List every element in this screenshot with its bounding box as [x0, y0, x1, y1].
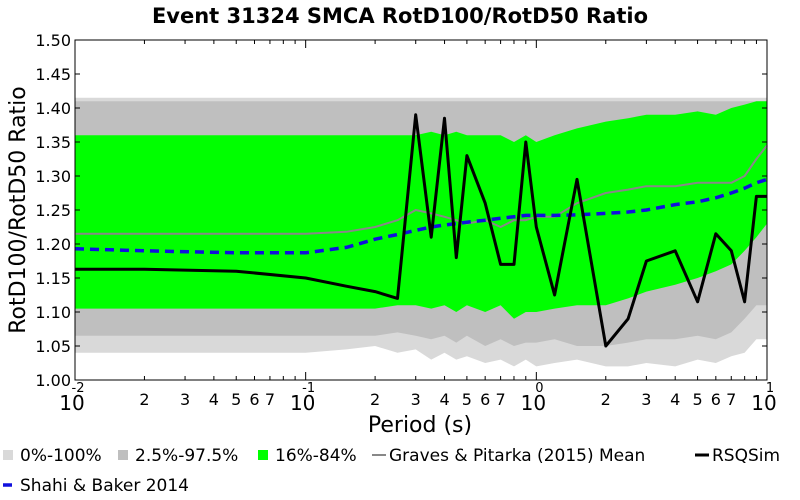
legend-item-2-5-97-5: 2.5%-97.5%	[118, 446, 238, 466]
x-minor-tick-label: 3	[180, 390, 190, 409]
band-16-84	[75, 101, 767, 319]
x-minor-tick-label: 5	[462, 390, 472, 409]
x-minor-tick-label: 5	[692, 390, 702, 409]
x-minor-tick-label: 4	[439, 390, 449, 409]
y-tick-label: 1.05	[35, 337, 71, 356]
series-graves-pitarka-2015-mean	[75, 144, 768, 235]
y-tick-label: 1.00	[35, 371, 71, 390]
x-minor-tick-label: 7	[726, 390, 736, 409]
y-tick-label: 1.35	[35, 133, 71, 152]
x-minor-tick-label: 2	[370, 390, 380, 409]
legend-item-rsqsim: RSQSim	[695, 446, 780, 466]
legend-swatch	[3, 450, 13, 460]
series-shahi-baker-2014	[74, 177, 768, 255]
legend-item-0-100: 0%-100%	[3, 446, 102, 466]
y-tick-label: 1.25	[35, 201, 71, 220]
chart-title: Event 31324 SMCA RotD100/RotD50 Ratio	[152, 4, 648, 28]
x-major-tick-exponent: 1	[766, 381, 774, 396]
legend-label: 16%-84%	[275, 446, 357, 466]
x-major-tick-label: 10	[290, 391, 315, 415]
x-minor-tick-label: 2	[139, 390, 149, 409]
y-tick-label: 1.10	[35, 303, 71, 322]
legend-swatch	[258, 450, 268, 460]
legend-label: 2.5%-97.5%	[135, 446, 238, 466]
y-ticks: 1.00 1.05 1.10 1.15 1.20 1.25 1.30 1.35 1.40 1.45…	[35, 31, 767, 390]
x-minor-tick-label: 5	[231, 390, 241, 409]
legend-label: Shahi & Baker 2014	[20, 476, 189, 496]
x-minor-tick-label: 4	[209, 390, 219, 409]
x-major-tick-label: 10	[59, 391, 84, 415]
x-minor-tick-label: 6	[249, 390, 259, 409]
lines	[74, 113, 768, 348]
x-minor-tick-label: 7	[265, 390, 275, 409]
x-minor-tick-label: 7	[496, 390, 506, 409]
legend-label: 0%-100%	[20, 446, 102, 466]
bands	[75, 97, 767, 367]
x-minor-tick-label: 3	[411, 390, 421, 409]
legend-label: Graves & Pitarka (2015) Mean	[389, 446, 645, 466]
legend-swatch	[118, 450, 128, 460]
x-major-tick-exponent: -1	[302, 381, 315, 396]
legend-item-shahi-baker-2014: Shahi & Baker 2014	[3, 476, 189, 496]
x-major-tick-exponent: -2	[72, 381, 85, 396]
y-axis-label: RotD100/RotD50 Ratio	[6, 86, 31, 334]
y-tick-label: 1.40	[35, 99, 71, 118]
y-tick-label: 1.50	[35, 31, 71, 50]
x-axis-label: Period (s)	[368, 413, 472, 438]
legend-item-graves-pitarka-2015-mean: Graves & Pitarka (2015) Mean	[372, 446, 645, 466]
series-rsqsim	[75, 113, 767, 348]
y-tick-label: 1.15	[35, 269, 71, 288]
legend-item-16-84: 16%-84%	[258, 446, 357, 466]
y-tick-label: 1.20	[35, 235, 71, 254]
x-major-tick-label: 10	[521, 391, 546, 415]
x-minor-tick-label: 6	[480, 390, 490, 409]
x-minor-tick-label: 6	[711, 390, 721, 409]
x-minor-tick-label: 3	[641, 390, 651, 409]
x-minor-tick-label: 4	[670, 390, 680, 409]
x-major-tick-label: 10	[751, 391, 776, 415]
legend-label: RSQSim	[712, 446, 780, 466]
y-tick-label: 1.30	[35, 167, 71, 186]
x-major-tick-exponent: 0	[535, 381, 543, 396]
legend: 0%-100% 2.5%-97.5% 16%-84% Graves & Pitarka…	[3, 446, 780, 496]
x-minor-tick-label: 2	[601, 390, 611, 409]
y-tick-label: 1.45	[35, 65, 71, 84]
